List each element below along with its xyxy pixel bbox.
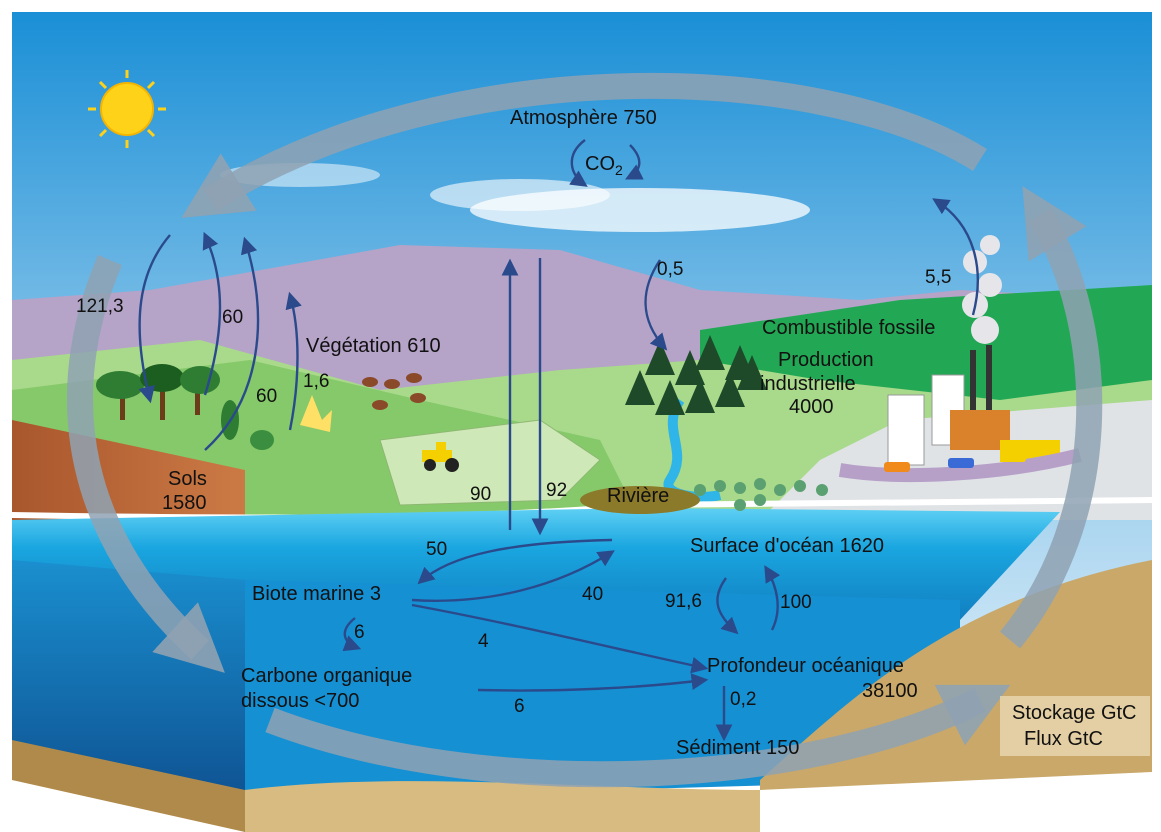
riverside-trees-icon xyxy=(694,478,828,511)
flux-1-6: 1,6 xyxy=(303,371,329,392)
soils-label: Sols xyxy=(168,468,207,490)
legend: Stockage GtC Flux GtC xyxy=(1000,696,1150,756)
fossil-fuel-label: Combustible fossile xyxy=(762,317,935,339)
sediment-label: Sédiment 150 xyxy=(676,737,799,759)
soils-value: 1580 xyxy=(162,492,207,514)
flux-91-6: 91,6 xyxy=(665,591,702,612)
flux-5-5: 5,5 xyxy=(925,267,951,288)
flux-60-bottom: 60 xyxy=(256,386,277,407)
flux-50: 50 xyxy=(426,539,447,560)
legend-storage: Stockage GtC xyxy=(1012,702,1137,724)
deep-ocean-value: 38100 xyxy=(862,680,918,702)
legend-flux: Flux GtC xyxy=(1024,728,1103,750)
smoke-icon xyxy=(962,235,1002,344)
sun-icon xyxy=(88,70,166,148)
flux-121-3: 121,3 xyxy=(76,296,124,317)
doc-label-line1: Carbone organique xyxy=(241,665,412,687)
flux-90: 90 xyxy=(470,484,491,505)
city-icon xyxy=(838,345,1082,482)
flux-92: 92 xyxy=(546,480,567,501)
vegetation-label: Végétation 610 xyxy=(306,335,441,357)
flux-60-top: 60 xyxy=(222,307,243,328)
flux-0-5: 0,5 xyxy=(657,259,683,280)
flux-100: 100 xyxy=(780,592,812,613)
industrial-value: 4000 xyxy=(789,396,834,418)
industrial-label-line2: industrielle xyxy=(760,373,856,395)
flux-4: 4 xyxy=(478,631,489,652)
marine-biota-label: Biote marine 3 xyxy=(252,583,381,605)
ocean-surface-label: Surface d'océan 1620 xyxy=(690,535,884,557)
flux-40: 40 xyxy=(582,584,603,605)
fire-icon xyxy=(300,395,332,432)
flux-0-2: 0,2 xyxy=(730,689,756,710)
deep-ocean-label: Profondeur océanique xyxy=(707,655,904,677)
conifer-forest-icon xyxy=(625,335,767,415)
co2-label: CO2 xyxy=(585,153,623,178)
cattle-icon xyxy=(362,373,426,410)
flux-6-bottom: 6 xyxy=(514,696,525,717)
atmosphere-label: Atmosphère 750 xyxy=(510,107,657,129)
river-label: Rivière xyxy=(607,485,669,507)
industrial-label-line1: Production xyxy=(778,349,874,371)
flux-arrows xyxy=(138,139,979,742)
tractor-icon xyxy=(422,442,459,472)
global-cycle-arrows xyxy=(67,72,1103,788)
doc-label-line2: dissous <700 xyxy=(241,690,359,712)
flux-6-left: 6 xyxy=(354,622,365,643)
